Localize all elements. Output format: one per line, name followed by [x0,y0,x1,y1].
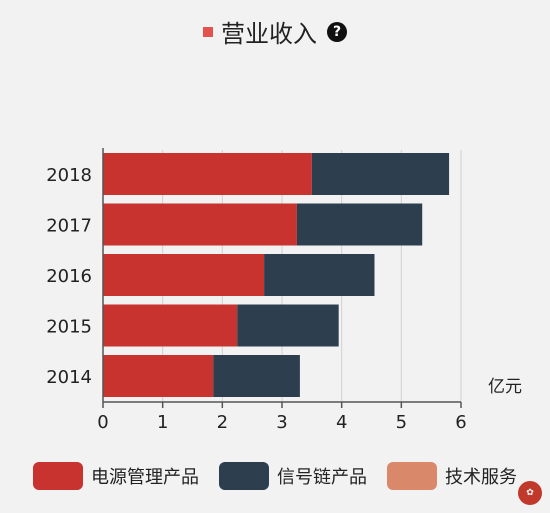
x-axis-label: 亿元 [488,377,522,397]
category-label-2016: 2016 [46,266,92,287]
legend-label-series0: 电源管理产品 [91,467,199,488]
legend-item-series0[interactable]: 电源管理产品 [33,462,199,490]
chart-title: 营业收入 [221,20,317,48]
x-tick-label-3: 3 [276,412,287,433]
bar-2018-series0 [103,153,312,195]
title-marker [203,26,213,37]
legend-item-series1[interactable]: 信号链产品 [219,462,367,490]
bar-chart: 2014 2015 2016 2017 2018 0 1 2 3 4 5 6 亿元 [46,148,522,433]
x-tick-label-5: 5 [396,412,407,433]
x-tick-label-1: 1 [157,412,168,433]
category-label-2015: 2015 [46,317,92,338]
legend-label-series2: 技术服务 [445,467,517,488]
category-label-2014: 2014 [46,367,92,388]
x-tick-label-4: 4 [336,412,347,433]
help-icon[interactable]: ? [327,21,347,42]
category-label-2018: 2018 [46,165,92,186]
bar-2014-series1 [213,355,300,397]
legend-swatch-series0 [33,462,83,490]
bar-2016-series0 [103,254,265,296]
seal-icon: ✿ [518,481,542,505]
bar-2014-series0 [103,355,214,397]
x-tick-label-2: 2 [217,412,228,433]
x-tick-label-0: 0 [97,412,108,433]
category-label-2017: 2017 [46,216,92,237]
bar-2015-series1 [237,304,339,347]
legend: 电源管理产品 信号链产品 技术服务 [0,462,550,490]
bar-2017-series0 [103,203,297,246]
bar-2018-series1 [311,153,450,195]
bar-2016-series1 [264,254,375,296]
x-tick-label-6: 6 [455,412,466,433]
legend-item-series2[interactable]: 技术服务 [387,462,517,490]
chart-title-row: 营业收入 ? [0,14,550,49]
bar-2017-series1 [296,203,423,246]
legend-swatch-series1 [219,462,269,490]
legend-swatch-series2 [387,462,437,490]
legend-label-series1: 信号链产品 [277,467,367,488]
bar-2015-series0 [103,304,238,347]
